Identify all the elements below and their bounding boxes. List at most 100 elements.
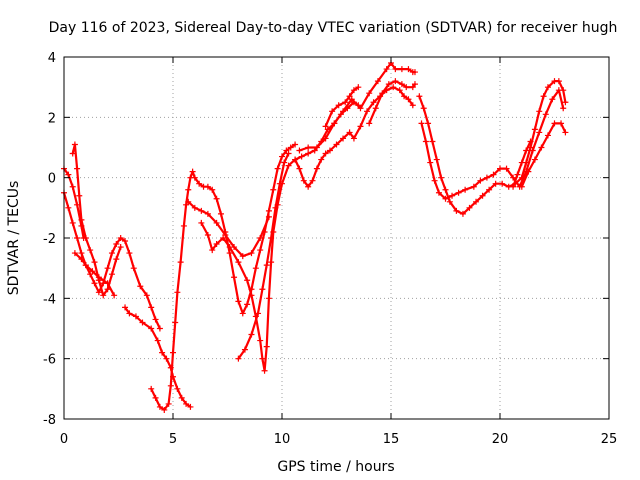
data-point: [276, 180, 283, 187]
data-point: [196, 180, 203, 187]
data-point: [544, 84, 551, 91]
data-point: [263, 343, 270, 350]
data-point: [248, 250, 255, 257]
series-line: [62, 191, 161, 330]
series-layer: [61, 60, 569, 413]
x-tick-label: 5: [169, 432, 177, 447]
data-point: [411, 69, 418, 76]
data-point: [148, 385, 155, 392]
data-point: [117, 244, 124, 251]
data-point: [527, 138, 534, 145]
data-point: [398, 66, 405, 73]
data-point: [518, 183, 525, 190]
data-point: [226, 244, 233, 251]
data-point: [209, 247, 216, 254]
data-point: [95, 289, 102, 296]
data-point: [170, 349, 176, 356]
x-tick-label: 20: [492, 432, 509, 447]
data-point: [78, 256, 85, 263]
data-point: [390, 84, 397, 91]
data-point: [296, 147, 303, 154]
data-point: [132, 313, 139, 320]
data-point: [518, 159, 525, 166]
data-point: [279, 153, 285, 160]
data-point: [531, 156, 538, 163]
x-tick-label: 10: [274, 432, 291, 447]
data-point: [429, 138, 436, 145]
data-point: [255, 310, 262, 317]
data-point: [183, 400, 190, 407]
data-point: [187, 403, 194, 410]
data-point: [167, 382, 174, 389]
series-s14: [416, 78, 569, 217]
data-point: [78, 222, 85, 229]
data-point: [499, 180, 506, 187]
grid-lines: [64, 57, 609, 419]
data-point: [204, 183, 211, 190]
data-point: [340, 135, 347, 142]
series-line: [420, 89, 565, 200]
series-s7: [185, 198, 272, 260]
data-point: [231, 274, 238, 281]
series-line: [71, 143, 122, 297]
y-tick-label: 2: [48, 111, 56, 126]
data-point: [562, 129, 569, 136]
data-point: [355, 84, 362, 91]
data-point: [425, 120, 432, 127]
data-point: [248, 292, 255, 299]
data-point: [65, 204, 72, 211]
data-point: [483, 174, 490, 181]
data-point: [401, 93, 408, 100]
data-point: [74, 235, 81, 241]
data-point: [540, 93, 547, 100]
data-point: [148, 304, 155, 311]
data-point: [270, 186, 277, 193]
data-point: [490, 171, 497, 178]
data-point: [244, 277, 251, 284]
series-line: [123, 306, 192, 408]
data-point: [71, 141, 78, 148]
data-point: [346, 93, 353, 100]
y-tick-label: -6: [43, 353, 56, 368]
data-point: [189, 168, 196, 175]
data-point: [239, 253, 246, 260]
series-s5: [122, 304, 194, 410]
data-point: [174, 289, 181, 296]
data-point: [466, 204, 473, 211]
data-point: [357, 105, 364, 112]
data-point: [71, 250, 78, 257]
data-point: [403, 84, 410, 91]
data-point: [274, 165, 281, 172]
data-point: [156, 403, 163, 410]
data-point: [257, 235, 264, 241]
series-s8: [198, 99, 362, 374]
data-point: [272, 204, 279, 211]
data-point: [542, 111, 549, 118]
data-point: [185, 186, 192, 193]
data-point: [300, 177, 307, 184]
data-point: [257, 337, 264, 344]
series-s1: [61, 189, 163, 332]
data-point: [74, 165, 81, 172]
data-point: [174, 385, 181, 392]
data-point: [204, 231, 211, 238]
data-point: [113, 256, 120, 263]
data-point: [74, 201, 81, 208]
data-point: [178, 394, 185, 401]
data-point: [263, 262, 270, 269]
data-point: [538, 144, 545, 151]
data-point: [309, 177, 316, 184]
data-point: [76, 192, 83, 199]
data-point: [156, 325, 163, 332]
data-point: [405, 66, 412, 73]
data-point: [514, 171, 521, 178]
data-point: [442, 195, 449, 202]
data-point: [285, 150, 292, 157]
data-point: [322, 135, 329, 142]
data-point: [78, 250, 85, 257]
data-point: [431, 177, 438, 184]
data-point: [183, 201, 190, 208]
data-point: [305, 183, 312, 190]
data-point: [161, 406, 168, 413]
data-point: [126, 310, 133, 317]
